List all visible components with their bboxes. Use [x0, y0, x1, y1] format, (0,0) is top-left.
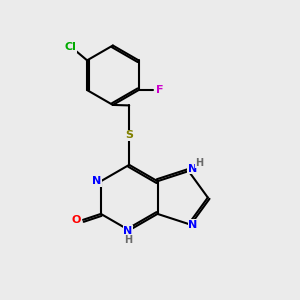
Text: Cl: Cl [64, 42, 76, 52]
Text: H: H [124, 235, 132, 245]
Text: N: N [92, 176, 101, 186]
Text: N: N [188, 164, 197, 174]
Text: S: S [125, 130, 133, 140]
Text: F: F [156, 85, 163, 95]
Text: H: H [196, 158, 204, 168]
Text: O: O [72, 215, 81, 225]
Text: N: N [123, 226, 132, 236]
Text: N: N [188, 220, 198, 230]
